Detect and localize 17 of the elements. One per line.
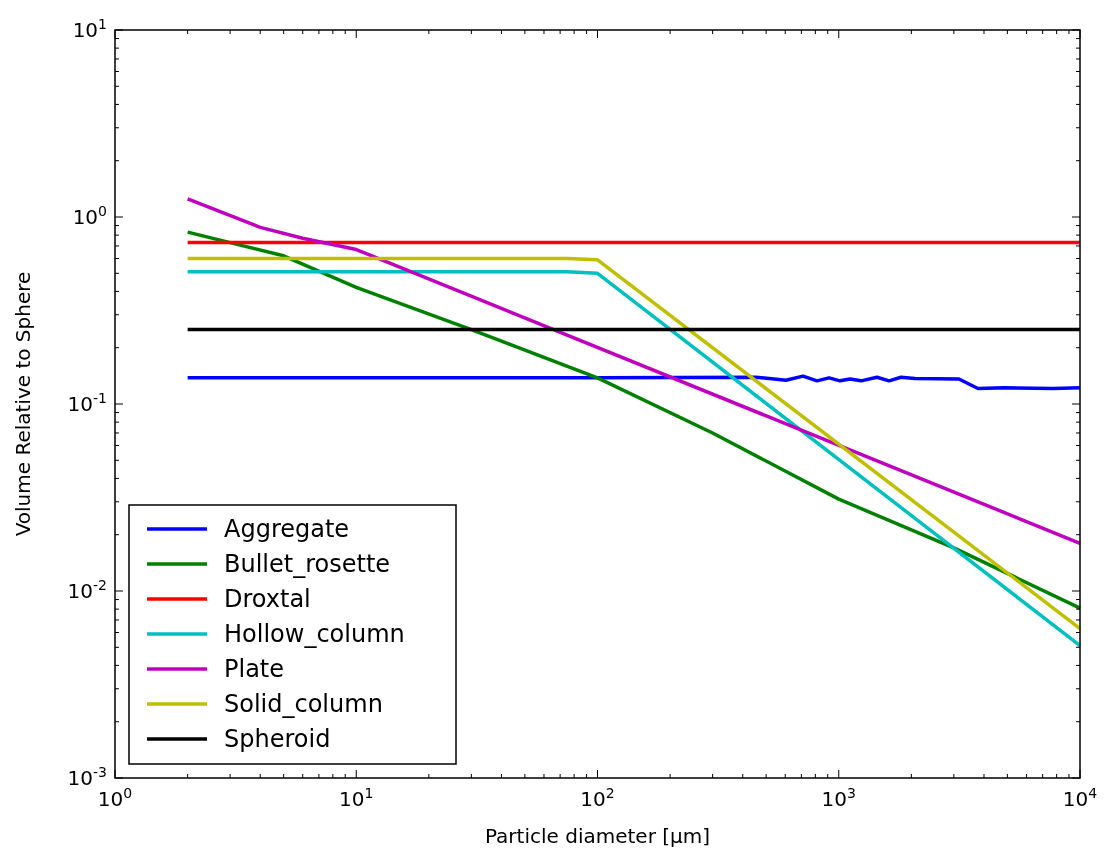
legend-label: Bullet_rosette — [224, 550, 391, 578]
x-tick-label: 10$^{1}$ — [339, 785, 374, 811]
legend-label: Solid_column — [224, 690, 383, 718]
y-tick-label: 10$^{0}$ — [72, 203, 107, 229]
x-axis-title: Particle diameter [μm] — [484, 824, 711, 848]
x-tick-label: 10$^{2}$ — [580, 785, 615, 811]
legend-label: Droxtal — [224, 585, 311, 613]
y-tick-label: 10$^{-2}$ — [67, 577, 107, 603]
legend-label: Aggregate — [224, 515, 350, 543]
legend-label: Hollow_column — [224, 620, 405, 648]
x-tick-label: 10$^{3}$ — [821, 785, 856, 811]
y-tick-label: 10$^{-1}$ — [67, 390, 107, 416]
y-tick-label: 10$^{1}$ — [72, 16, 107, 42]
legend-label: Plate — [224, 655, 285, 683]
y-axis-title: Volume Relative to Sphere — [11, 271, 35, 537]
x-tick-label: 10$^{4}$ — [1062, 785, 1098, 811]
legend-label: Spheroid — [224, 725, 331, 753]
